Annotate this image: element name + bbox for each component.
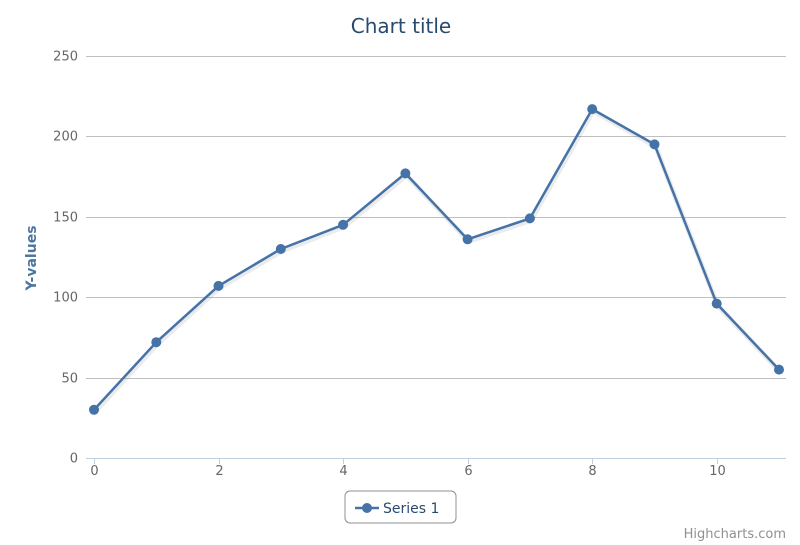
legend-item-series-1[interactable]: Series 1 xyxy=(383,501,439,517)
y-tick-label: 250 xyxy=(53,50,78,65)
legend-marker xyxy=(362,503,372,513)
data-point-9[interactable] xyxy=(649,139,660,150)
x-tick-label: 10 xyxy=(709,464,726,479)
y-axis-ticks: 0 50 100 150 200 250 xyxy=(53,50,78,467)
y-tick-label: 150 xyxy=(53,211,78,226)
data-point-4[interactable] xyxy=(338,219,349,230)
y-tick-label: 50 xyxy=(61,372,78,387)
y-tick-label: 200 xyxy=(53,130,78,145)
data-point-0[interactable] xyxy=(89,404,99,415)
data-point-7[interactable] xyxy=(524,213,535,224)
series-line xyxy=(93,107,780,411)
y-axis-label: Y-values xyxy=(24,225,40,291)
data-point-2[interactable] xyxy=(213,280,224,291)
series-line-shadow xyxy=(93,108,782,414)
data-point-3[interactable] xyxy=(275,244,286,254)
data-point-1[interactable] xyxy=(151,337,162,348)
data-point-5[interactable] xyxy=(400,168,411,179)
legend-box xyxy=(344,490,457,524)
x-tick-label: 4 xyxy=(339,464,347,479)
x-tick-label: 8 xyxy=(588,464,596,479)
series-group xyxy=(89,104,784,415)
y-tick-label: 100 xyxy=(53,291,78,306)
data-point-10[interactable] xyxy=(711,298,722,309)
data-point-8[interactable] xyxy=(587,104,598,115)
data-point-6[interactable] xyxy=(462,234,473,245)
grid-lines xyxy=(86,56,786,379)
data-point-11[interactable] xyxy=(774,364,784,375)
x-tick-label: 0 xyxy=(90,464,98,479)
x-axis: 0 2 4 6 8 10 xyxy=(86,458,786,479)
y-tick-label: 0 xyxy=(70,452,78,467)
legend[interactable]: Series 1 xyxy=(344,490,457,524)
x-tick-label: 2 xyxy=(215,464,223,479)
x-tick-label: 6 xyxy=(464,464,472,479)
credits-link[interactable]: Highcharts.com xyxy=(684,527,786,542)
chart-title: Chart title xyxy=(351,14,451,38)
